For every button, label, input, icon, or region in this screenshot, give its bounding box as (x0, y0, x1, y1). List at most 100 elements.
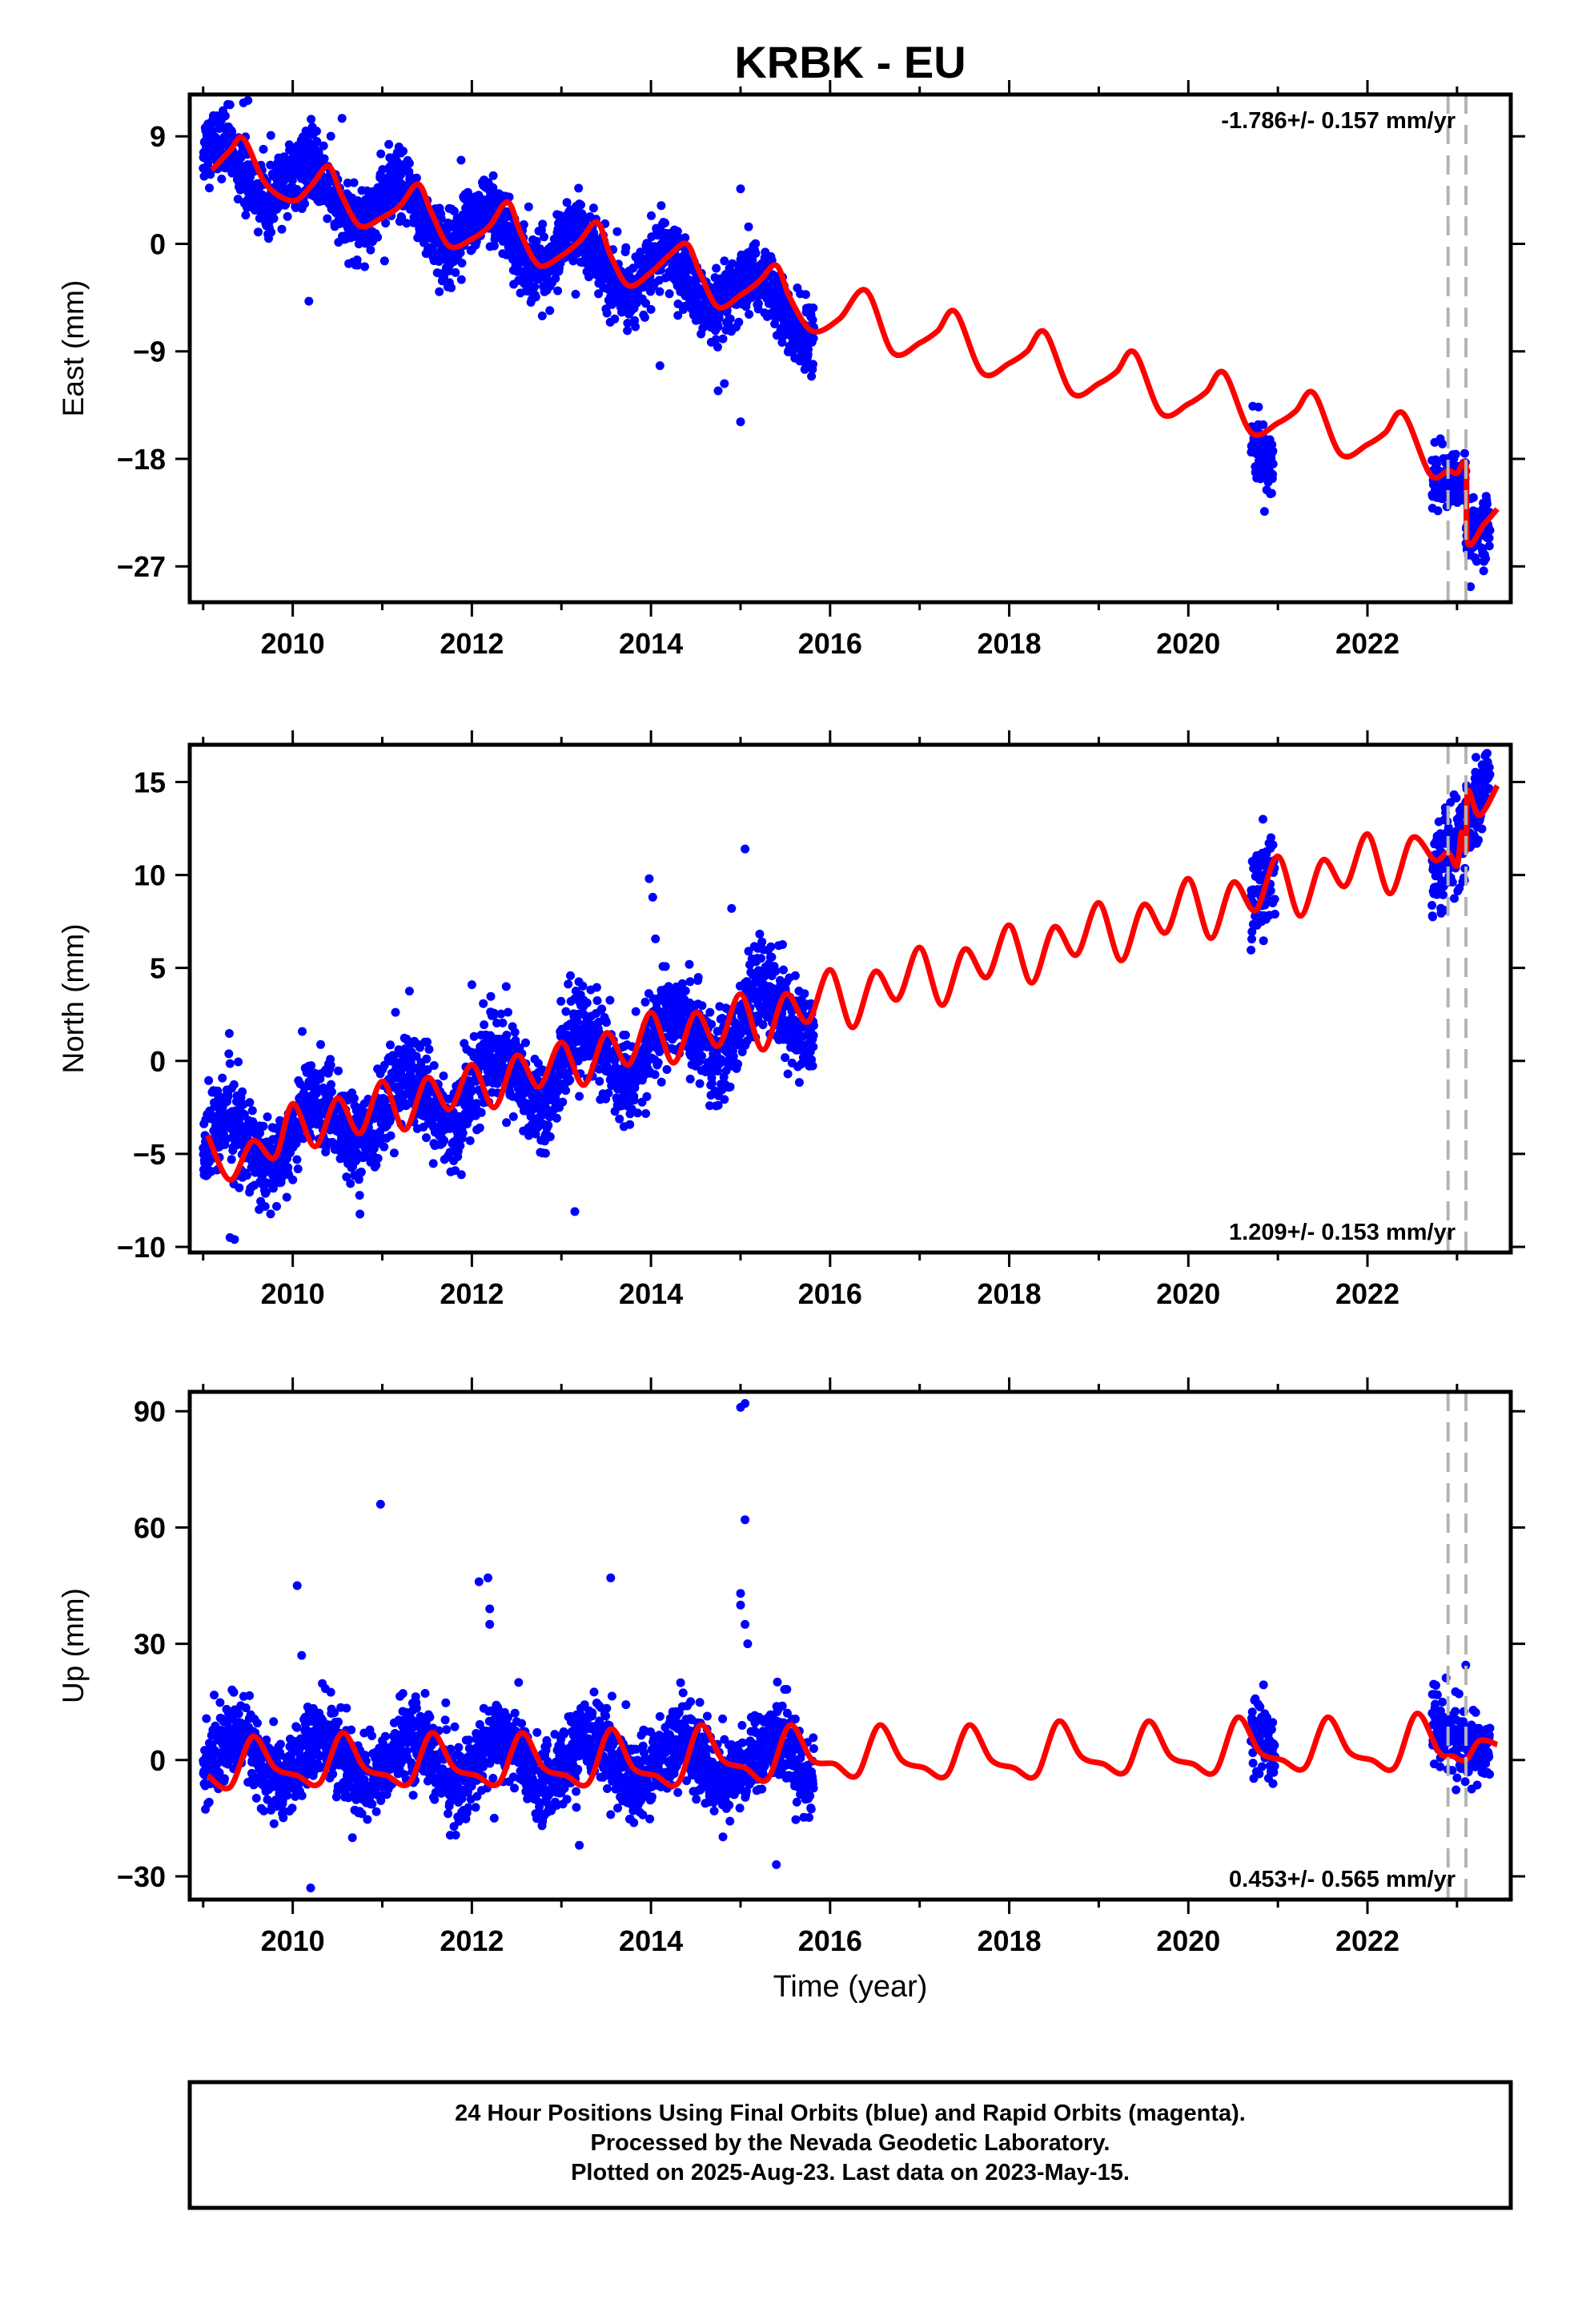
data-point (808, 1061, 817, 1071)
data-point (661, 218, 669, 227)
data-point (386, 1040, 395, 1050)
data-point (707, 1019, 717, 1029)
data-point (665, 289, 674, 299)
y-tick-label: 0 (150, 227, 166, 260)
outlier-point (243, 96, 253, 105)
data-point (733, 1059, 743, 1069)
data-point (571, 289, 580, 299)
data-point (277, 224, 287, 234)
data-point (488, 171, 498, 180)
data-point (651, 934, 661, 943)
data-point (561, 1007, 571, 1016)
data-point (553, 286, 563, 296)
data-point (801, 290, 810, 300)
data-point (766, 942, 776, 951)
outlier-point (720, 379, 729, 388)
data-point (572, 1016, 582, 1026)
data-point (673, 311, 683, 320)
data-point (1259, 420, 1268, 429)
data-point (404, 159, 414, 168)
data-point (778, 940, 787, 949)
data-point (641, 1109, 651, 1118)
observation-points (199, 749, 1495, 1244)
data-point (751, 248, 761, 258)
y-tick-label: −18 (117, 443, 166, 476)
data-point (537, 312, 547, 320)
data-point (327, 1137, 337, 1147)
data-point (711, 335, 721, 344)
data-point (640, 312, 649, 322)
data-point (1247, 935, 1256, 944)
data-point (1259, 507, 1269, 517)
data-point (227, 127, 236, 137)
data-point (404, 987, 414, 996)
data-point (307, 115, 316, 124)
data-point (533, 1059, 543, 1068)
data-point (422, 1133, 431, 1143)
outlier-point (1466, 582, 1476, 592)
data-point (412, 173, 421, 183)
data-point (647, 211, 656, 220)
data-point (316, 1039, 325, 1049)
data-point (498, 1018, 508, 1027)
data-point (423, 1065, 432, 1075)
data-point (751, 239, 761, 248)
data-point (227, 1155, 236, 1164)
data-point (1438, 439, 1447, 448)
data-point (373, 1154, 383, 1163)
data-point (584, 272, 593, 282)
data-point (558, 1097, 568, 1107)
data-point (809, 360, 817, 369)
observation-points (199, 96, 1495, 592)
data-point (502, 1031, 512, 1039)
data-point (705, 1007, 715, 1017)
data-point (606, 292, 615, 302)
data-point (428, 1159, 438, 1168)
data-point (480, 1020, 489, 1030)
x-tick-label: 2020 (1156, 627, 1220, 660)
data-point (604, 1088, 613, 1098)
data-point (623, 319, 632, 328)
data-point (386, 1131, 396, 1140)
data-point (457, 259, 467, 267)
data-point (1267, 489, 1276, 498)
data-point (379, 256, 389, 266)
data-point (266, 1209, 275, 1219)
data-point (327, 1080, 335, 1089)
outlier-point (456, 155, 466, 165)
data-point (234, 1057, 243, 1067)
data-point (713, 342, 722, 352)
data-point (572, 248, 582, 258)
data-point (1481, 554, 1491, 563)
data-point (532, 236, 541, 246)
data-point (218, 1073, 227, 1083)
data-point (595, 1076, 604, 1086)
data-point (402, 219, 412, 228)
data-point (224, 1029, 234, 1038)
north-panel: 2010 2012 2014 2016 2018 2020 2022−10−5051015N… (57, 730, 1525, 1310)
outlier-point (713, 386, 723, 396)
data-point (712, 263, 721, 273)
data-point (224, 1049, 234, 1059)
data-point (681, 986, 690, 995)
data-point (794, 1078, 804, 1088)
data-point (229, 1080, 239, 1089)
data-point (575, 1092, 584, 1101)
plot-area (199, 749, 1500, 1244)
data-point (235, 1183, 244, 1192)
data-point (693, 973, 703, 982)
data-point (777, 288, 786, 298)
data-point (531, 1129, 540, 1139)
data-point (263, 1112, 272, 1122)
data-point (552, 1113, 561, 1123)
data-point (551, 274, 560, 283)
data-point (642, 1092, 652, 1101)
data-point (714, 313, 724, 323)
data-point (531, 292, 540, 302)
data-point (656, 201, 666, 211)
data-point (292, 1155, 302, 1164)
data-point (373, 232, 383, 242)
data-point (245, 1098, 255, 1108)
data-point (653, 1058, 663, 1068)
data-point (1433, 506, 1443, 516)
